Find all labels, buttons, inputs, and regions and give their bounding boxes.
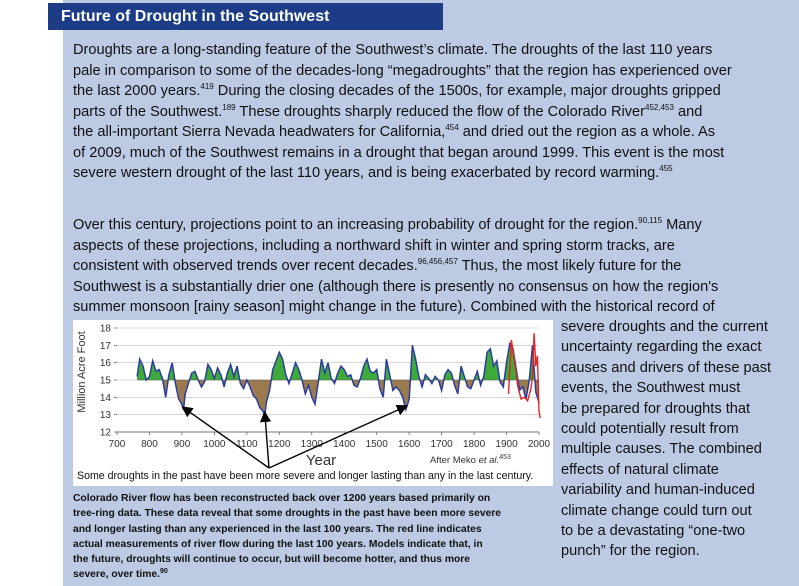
caption-line: tree-ring data. These data reveal that s… bbox=[73, 508, 502, 520]
chart-annotation: Some droughts in the past have been more… bbox=[77, 470, 533, 482]
citation-ref: 452,453 bbox=[645, 102, 674, 112]
para1-line: severe western drought of the last 110 y… bbox=[73, 164, 673, 182]
y-tick-label: 18 bbox=[100, 324, 112, 335]
para2-line: summer monsoon [rainy season] might chan… bbox=[73, 299, 715, 315]
side-line: variability and human-induced bbox=[561, 482, 755, 499]
x-tick-label: 1200 bbox=[268, 439, 291, 450]
side-line: multiple causes. The combined bbox=[561, 441, 762, 458]
y-tick-label: 14 bbox=[100, 393, 112, 404]
section-title: Future of Drought in the Southwest bbox=[48, 3, 443, 30]
x-tick-label: 700 bbox=[109, 439, 126, 450]
para2-line: aspects of these projections, including … bbox=[73, 237, 675, 254]
y-tick-label: 13 bbox=[100, 410, 112, 421]
x-tick-label: 1100 bbox=[236, 439, 258, 450]
caption-line: and longer lasting than any experienced … bbox=[73, 523, 482, 535]
y-tick-label: 17 bbox=[100, 341, 112, 352]
para1-line: Droughts are a long-standing feature of … bbox=[73, 42, 713, 58]
para1-line: the last 2000 years.419 During the closi… bbox=[73, 82, 721, 100]
x-tick-label: 2000 bbox=[528, 439, 551, 450]
side-line: uncertainty regarding the exact bbox=[561, 339, 762, 356]
side-paragraph: severe droughts and the current uncertai… bbox=[561, 317, 797, 562]
x-tick-label: 1600 bbox=[398, 439, 421, 450]
para2-line: Over this century, projections point to … bbox=[73, 216, 702, 234]
drought-arrow bbox=[268, 404, 409, 469]
citation-ref: 454 bbox=[445, 123, 459, 132]
side-line: could potentially result from bbox=[561, 421, 739, 438]
observed-flow-line bbox=[507, 333, 541, 419]
y-tick-label: 16 bbox=[100, 358, 112, 369]
below-mean-area bbox=[137, 380, 539, 417]
citation-ref: 455 bbox=[659, 164, 673, 173]
y-axis-label: Million Acre Foot bbox=[76, 331, 88, 412]
paragraph-1: Droughts are a long-standing feature of … bbox=[73, 40, 785, 184]
x-tick-label: 1900 bbox=[495, 439, 518, 450]
drought-arrow bbox=[259, 410, 272, 469]
side-line: be prepared for droughts that bbox=[561, 400, 751, 417]
chart-svg: 12 13 14 15 16 17 18 700 800 900 1000 1100 1200 1300… bbox=[76, 324, 551, 483]
y-tick-label: 12 bbox=[100, 428, 112, 439]
x-axis-label: Year bbox=[306, 452, 336, 469]
x-tick-label: 900 bbox=[174, 439, 191, 450]
side-line: severe droughts and the current bbox=[561, 319, 768, 335]
citation-ref: 96,456,457 bbox=[417, 257, 458, 266]
citation-ref: 90,115 bbox=[638, 216, 663, 225]
x-tick-label: 1800 bbox=[463, 439, 486, 450]
para1-line: the all-important Sierra Nevada headwate… bbox=[73, 123, 716, 141]
sidebar-panel bbox=[63, 0, 799, 586]
figure-caption: Colorado River flow has been reconstruct… bbox=[73, 491, 557, 583]
citation-ref: 419 bbox=[200, 82, 214, 91]
citation-ref: 189 bbox=[222, 102, 236, 112]
reconstruction-line bbox=[136, 341, 540, 417]
paragraph-2: Over this century, projections point to … bbox=[73, 215, 785, 318]
para1-line: parts of the Southwest.189 These drought… bbox=[73, 102, 703, 120]
para1-line: of 2009, much of the Southwest remains i… bbox=[73, 144, 725, 161]
river-flow-chart: 12 13 14 15 16 17 18 700 800 900 1000 1100 1200 1300… bbox=[73, 320, 553, 486]
citation-ref: 90 bbox=[160, 568, 168, 576]
para2-line: consistent with observed trends over rec… bbox=[73, 257, 682, 275]
x-tick-label: 1700 bbox=[430, 439, 453, 450]
drought-arrow bbox=[181, 406, 270, 469]
side-line: effects of natural climate bbox=[561, 461, 719, 478]
para1-line: pale in comparison to some of the decade… bbox=[73, 62, 732, 79]
x-tick-label: 800 bbox=[141, 439, 158, 450]
x-tick-label: 1000 bbox=[203, 439, 226, 450]
y-tick-label: 15 bbox=[100, 376, 112, 387]
side-line: punch” for the region. bbox=[561, 543, 700, 560]
para2-line: Southwest is a substantially drier one (… bbox=[73, 278, 719, 295]
x-tick-label: 1300 bbox=[301, 439, 324, 450]
side-line: to be a devastating “one-two bbox=[561, 523, 746, 540]
side-line: events, the Southwest must bbox=[561, 380, 741, 397]
side-line: causes and drivers of these past bbox=[561, 359, 772, 376]
caption-line: Colorado River flow has been reconstruct… bbox=[73, 493, 491, 504]
caption-line: severe, over time.90 bbox=[73, 568, 168, 581]
caption-line: the future, droughts will continue to oc… bbox=[73, 554, 471, 566]
side-line: climate change could turn out bbox=[561, 502, 752, 519]
caption-line: actual measurements of river flow during… bbox=[73, 538, 483, 550]
x-tick-label: 1500 bbox=[366, 439, 389, 450]
chart-source: After Meko et al.453 bbox=[430, 454, 511, 466]
x-tick-label: 1400 bbox=[333, 439, 356, 450]
